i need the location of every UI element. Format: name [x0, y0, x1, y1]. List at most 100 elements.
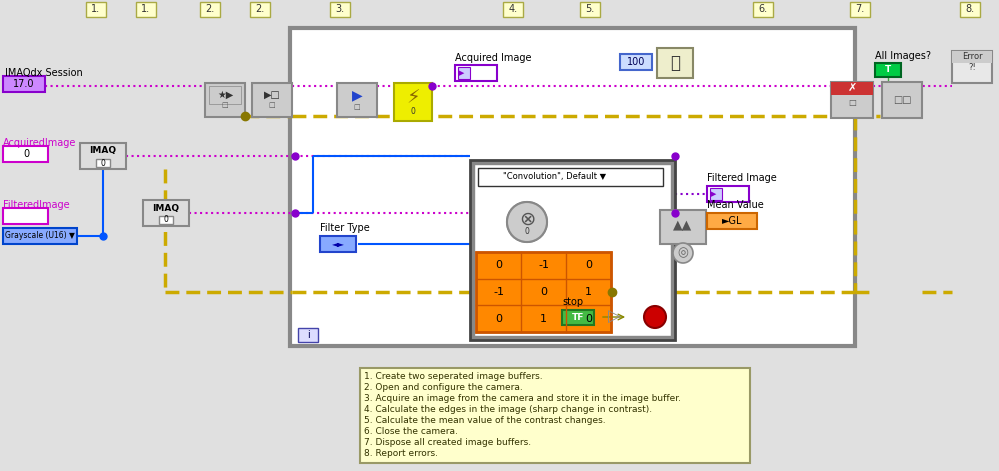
Bar — [3, 146, 48, 162]
Text: 4. Calculate the edges in the image (sharp change in contrast).: 4. Calculate the edges in the image (sha… — [364, 405, 652, 414]
Bar — [660, 210, 706, 244]
Text: □: □ — [848, 98, 856, 107]
Text: T: T — [885, 65, 891, 74]
Text: 4.: 4. — [508, 5, 517, 15]
Text: Grayscale (U16) ▼: Grayscale (U16) ▼ — [5, 232, 75, 241]
Text: 0: 0 — [495, 314, 502, 324]
Bar — [455, 65, 497, 81]
Text: 100: 100 — [626, 57, 645, 67]
Text: 7. Dispose all created image buffers.: 7. Dispose all created image buffers. — [364, 438, 531, 447]
Bar — [470, 160, 675, 340]
Bar — [96, 159, 110, 167]
Bar — [850, 2, 870, 17]
Text: 1. Create two seperated image buffers.: 1. Create two seperated image buffers. — [364, 372, 542, 381]
Bar — [753, 2, 773, 17]
Circle shape — [673, 243, 693, 263]
Text: ▶: ▶ — [460, 70, 465, 76]
Bar — [476, 252, 611, 332]
Bar — [458, 67, 470, 79]
Text: Error
?!: Error ?! — [962, 52, 982, 72]
Bar — [209, 86, 241, 104]
Circle shape — [507, 202, 547, 242]
Bar — [143, 200, 189, 226]
Text: 0: 0 — [585, 314, 592, 324]
Text: ✗: ✗ — [847, 83, 857, 93]
Bar — [320, 236, 356, 252]
Text: ◎: ◎ — [677, 246, 688, 260]
Bar — [3, 208, 48, 224]
Text: 0: 0 — [524, 227, 529, 236]
Text: 6.: 6. — [758, 5, 767, 15]
Text: ▶: ▶ — [352, 88, 363, 102]
Bar — [474, 164, 671, 336]
Bar — [952, 51, 992, 83]
Text: Mean Value: Mean Value — [707, 200, 764, 210]
Bar — [707, 213, 757, 229]
Bar — [831, 82, 873, 118]
Text: ⊗: ⊗ — [518, 210, 535, 228]
Text: IMAQdx Session: IMAQdx Session — [5, 68, 83, 78]
Text: 0: 0 — [495, 260, 502, 270]
Text: 0: 0 — [585, 260, 592, 270]
Text: Acquired Image: Acquired Image — [455, 53, 531, 63]
Text: 3.: 3. — [336, 5, 345, 15]
Bar — [657, 48, 693, 78]
Bar — [394, 83, 432, 121]
Bar — [252, 83, 292, 117]
Bar — [159, 216, 173, 224]
Text: ⚡: ⚡ — [407, 89, 420, 107]
Text: 0: 0 — [23, 149, 29, 159]
Text: 1: 1 — [540, 314, 547, 324]
Text: 1.: 1. — [142, 5, 151, 15]
Bar — [3, 76, 45, 92]
Bar — [952, 51, 992, 63]
Text: □: □ — [269, 102, 276, 108]
Bar — [707, 186, 749, 202]
Text: -1: -1 — [538, 260, 549, 270]
Text: FilteredImage: FilteredImage — [3, 200, 70, 210]
Text: 6. Close the camera.: 6. Close the camera. — [364, 427, 458, 436]
Text: 5. Calculate the mean value of the contrast changes.: 5. Calculate the mean value of the contr… — [364, 416, 605, 425]
Text: "Convolution", Default ▼: "Convolution", Default ▼ — [503, 172, 606, 181]
Text: 5.: 5. — [585, 5, 594, 15]
Text: ►GL: ►GL — [721, 216, 742, 226]
Bar — [710, 188, 722, 200]
Bar — [960, 2, 980, 17]
Bar — [882, 82, 922, 118]
Text: stop: stop — [562, 297, 583, 307]
Text: 2. Open and configure the camera.: 2. Open and configure the camera. — [364, 383, 522, 392]
Text: 0: 0 — [164, 216, 169, 225]
Text: IMAQ: IMAQ — [153, 203, 180, 212]
Bar — [831, 82, 873, 95]
Bar — [580, 2, 600, 17]
Bar — [478, 168, 663, 186]
Text: 0: 0 — [411, 107, 416, 116]
Text: ▶: ▶ — [711, 191, 716, 197]
Text: Filtered Image: Filtered Image — [707, 173, 777, 183]
Bar — [86, 2, 106, 17]
Text: ⌚: ⌚ — [670, 54, 680, 72]
Text: TF: TF — [571, 313, 584, 322]
Bar — [205, 83, 245, 117]
Text: ◄►: ◄► — [332, 239, 345, 249]
Text: -1: -1 — [493, 287, 504, 297]
Text: AcquiredImage: AcquiredImage — [3, 138, 76, 148]
Text: 8.: 8. — [965, 5, 975, 15]
Bar — [875, 63, 901, 77]
Text: ▶□: ▶□ — [264, 90, 281, 100]
Bar — [200, 2, 220, 17]
Text: 1: 1 — [585, 287, 592, 297]
Text: ▲▲: ▲▲ — [673, 219, 692, 232]
Bar — [250, 2, 270, 17]
Bar — [330, 2, 350, 17]
Text: 2.: 2. — [206, 5, 215, 15]
Text: 0: 0 — [101, 159, 106, 168]
Text: 0: 0 — [540, 287, 547, 297]
Text: □□: □□ — [893, 95, 911, 105]
Bar — [562, 310, 594, 325]
Bar — [290, 28, 855, 346]
Text: All Images?: All Images? — [875, 51, 931, 61]
Circle shape — [507, 202, 547, 242]
Text: IMAQ: IMAQ — [90, 146, 117, 155]
Text: 7.: 7. — [855, 5, 864, 15]
